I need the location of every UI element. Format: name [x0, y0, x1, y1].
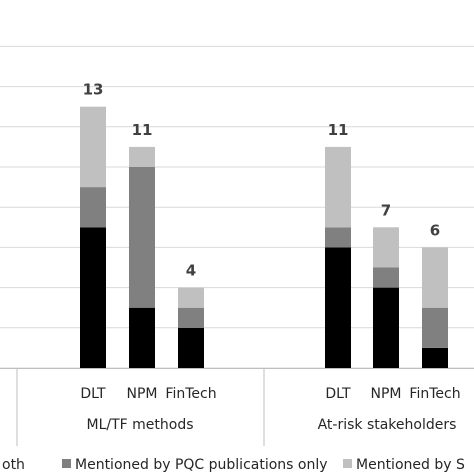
bar-segment — [178, 327, 204, 368]
bar-segment — [325, 227, 351, 248]
total-label: 11 — [132, 121, 153, 139]
total-label: 7 — [381, 201, 391, 219]
bar-segment — [373, 287, 399, 368]
category-label: FinTech — [165, 386, 216, 402]
bar-segment — [129, 167, 155, 308]
total-label: 13 — [83, 81, 104, 99]
category-label: DLT — [325, 386, 351, 402]
total-label: 6 — [430, 221, 440, 239]
group-label: ML/TF methods — [86, 417, 193, 433]
total-labels: 13 11 4 11 7 6 — [83, 81, 441, 280]
legend-swatch — [62, 459, 71, 468]
bar-segment — [80, 187, 106, 228]
bar-segment — [178, 287, 204, 308]
bar-segment — [80, 106, 106, 188]
legend: oth Mentioned by PQC publications only Men… — [2, 457, 465, 473]
total-label: 4 — [186, 262, 196, 280]
bar-segment — [129, 307, 155, 368]
bars — [80, 106, 448, 368]
legend-label: Mentioned by PQC publications only — [75, 457, 328, 473]
category-label: DLT — [80, 386, 106, 402]
bar-segment — [422, 347, 448, 368]
bar-segment — [373, 227, 399, 268]
bar-segment — [373, 267, 399, 288]
bar-segment — [129, 146, 155, 167]
group-label: At-risk stakeholders — [318, 417, 457, 433]
category-label: NPM — [127, 386, 158, 402]
legend-swatch — [343, 459, 352, 468]
x-axis: DLT NPM FinTech ML/TF methods DLT NPM FinTech A… — [0, 368, 474, 446]
bar-segment — [325, 146, 351, 228]
legend-label: oth — [2, 457, 25, 473]
category-label: FinTech — [409, 386, 460, 402]
legend-label: Mentioned by S — [356, 457, 465, 473]
bar-segment — [422, 247, 448, 308]
total-label: 11 — [328, 121, 349, 139]
bar-segment — [325, 247, 351, 368]
gridlines — [0, 45, 474, 369]
bar-segment — [80, 227, 106, 368]
bar-segment — [178, 307, 204, 328]
bar-segment — [422, 307, 448, 348]
category-label: NPM — [371, 386, 402, 402]
